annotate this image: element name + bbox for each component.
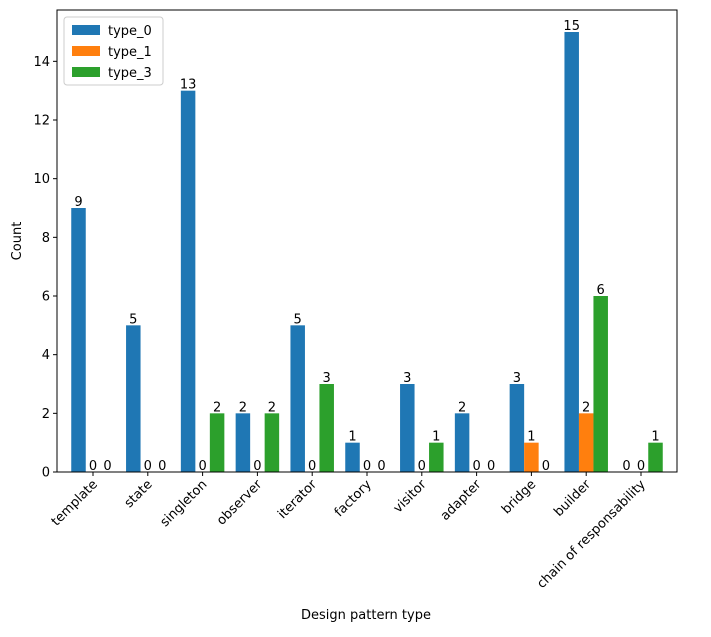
bar-type_0-7	[454, 413, 470, 472]
bar-type_0-5	[345, 442, 360, 472]
x-axis: template state singleton observer iterator fa…	[49, 472, 649, 592]
data-label-type_1-5: 0	[363, 459, 371, 474]
data-label-type_0-8: 3	[513, 371, 521, 386]
data-label-type_0-1: 5	[129, 312, 137, 327]
bar-type_3-4	[319, 384, 334, 472]
x-tick-label: adapter	[438, 477, 485, 524]
data-label-type_3-0: 0	[103, 459, 111, 474]
bars-layer	[71, 32, 663, 473]
bar-type_3-9	[593, 296, 608, 472]
legend-label-type_0: type_0	[108, 24, 152, 39]
bar-type_0-2	[180, 90, 196, 473]
bar-type_0-3	[235, 413, 251, 472]
data-label-type_0-5: 1	[348, 430, 356, 445]
bar-type_3-10	[648, 442, 663, 472]
y-tick-label: 12	[33, 114, 50, 129]
bar-type_3-3	[264, 413, 280, 472]
bar-type_0-6	[400, 384, 415, 472]
x-tick-label: observer	[214, 477, 266, 529]
data-label-type_1-1: 0	[144, 459, 152, 474]
y-tick-label: 0	[42, 466, 50, 481]
legend-label-type_3: type_3	[108, 66, 152, 81]
data-label-type_3-4: 3	[323, 371, 331, 386]
x-tick-label: chain of responsability	[534, 477, 649, 592]
data-label-type_1-8: 1	[527, 430, 535, 445]
data-label-type_0-6: 3	[403, 371, 411, 386]
data-label-type_1-6: 0	[418, 459, 426, 474]
bar-type_0-1	[126, 325, 141, 472]
bar-type_0-0	[71, 208, 86, 472]
legend: type_0 type_1 type_3	[63, 16, 164, 86]
bar-type_0-9	[564, 32, 579, 472]
x-tick-label: singleton	[158, 477, 211, 530]
data-label-type_1-4: 0	[308, 459, 316, 474]
x-tick-label: state	[122, 477, 156, 511]
y-axis-label: Count	[10, 222, 25, 261]
legend-swatch-type_3	[72, 67, 100, 77]
data-label-type_3-5: 0	[377, 459, 385, 474]
y-axis: 0 2 4 6 8 10 12 14	[33, 55, 57, 481]
data-label-type_0-9: 15	[563, 19, 580, 34]
data-label-type_0-4: 5	[294, 312, 302, 327]
data-label-type_3-3: 2	[268, 400, 276, 415]
plot-frame	[56, 9, 678, 473]
x-tick-label: iterator	[275, 477, 320, 522]
legend-swatch-type_1	[72, 46, 100, 56]
y-tick-label: 14	[33, 55, 50, 70]
data-label-type_3-10: 1	[651, 430, 659, 445]
x-tick-label: visitor	[391, 477, 430, 516]
bar-type_3-2	[209, 413, 225, 472]
data-label-type_3-6: 1	[432, 430, 440, 445]
data-label-type_0-10: 0	[622, 459, 630, 474]
data-label-type_1-2: 0	[198, 459, 206, 474]
data-label-type_3-8: 0	[542, 459, 550, 474]
y-tick-label: 4	[42, 348, 50, 363]
bar-type_1-9	[578, 413, 594, 472]
data-label-type_3-1: 0	[158, 459, 166, 474]
x-tick-label: builder	[551, 477, 594, 520]
x-tick-label: bridge	[499, 477, 539, 517]
y-tick-label: 2	[42, 407, 50, 422]
bar-type_1-8	[524, 442, 539, 472]
x-tick-label: factory	[332, 477, 375, 520]
bar-type_3-6	[429, 442, 444, 472]
data-label-type_0-7: 2	[458, 400, 466, 415]
y-tick-label: 6	[42, 290, 50, 305]
bar-type_0-4	[290, 325, 305, 472]
data-label-type_3-9: 6	[597, 283, 605, 298]
data-label-type_3-7: 0	[487, 459, 495, 474]
data-label-type_1-9: 2	[582, 400, 590, 415]
data-label-type_3-2: 2	[213, 400, 221, 415]
y-tick-label: 8	[42, 231, 50, 246]
legend-swatch-type_0	[72, 25, 100, 35]
data-label-type_1-10: 0	[637, 459, 645, 474]
data-label-type_0-2: 13	[180, 78, 197, 93]
y-tick-label: 10	[33, 172, 50, 187]
data-label-type_1-3: 0	[253, 459, 261, 474]
x-axis-label: Design pattern type	[301, 608, 431, 623]
data-label-type_1-7: 0	[472, 459, 480, 474]
data-label-type_0-3: 2	[239, 400, 247, 415]
data-label-type_0-0: 9	[74, 195, 82, 210]
data-label-type_1-0: 0	[89, 459, 97, 474]
x-tick-label: template	[49, 477, 101, 529]
legend-label-type_1: type_1	[108, 45, 152, 60]
bar-type_0-8	[509, 384, 525, 472]
